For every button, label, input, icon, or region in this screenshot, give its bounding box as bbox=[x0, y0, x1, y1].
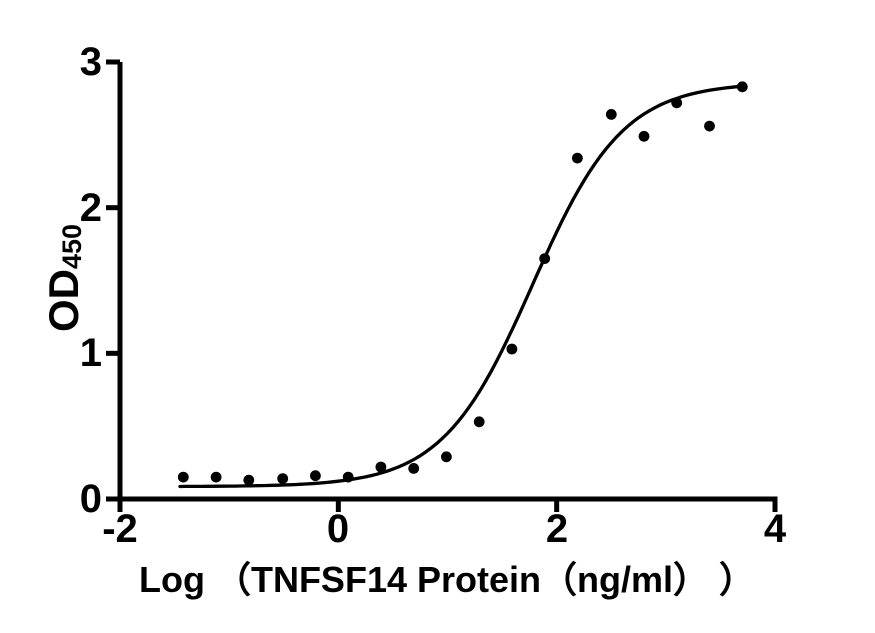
y-tick-label-0: 0 bbox=[79, 477, 102, 521]
y-tick-label-2: 2 bbox=[79, 186, 102, 230]
data-point bbox=[441, 451, 452, 463]
data-point bbox=[342, 471, 354, 483]
data-point bbox=[277, 473, 289, 484]
data-point bbox=[704, 120, 715, 132]
data-point bbox=[473, 416, 485, 428]
data-point bbox=[539, 253, 551, 264]
x-axis-title: Log （TNFSF14 Protein（ng/ml） ） bbox=[138, 559, 755, 600]
y-axis-title-text: OD bbox=[39, 269, 87, 333]
x-tick-label-neg2: -2 bbox=[102, 507, 138, 551]
y-axis-title-subscript: 450 bbox=[57, 223, 88, 270]
x-tick-label-4: 4 bbox=[763, 507, 787, 551]
fit-curve bbox=[178, 84, 744, 489]
data-point bbox=[605, 109, 617, 120]
x-tick-label-0: 0 bbox=[326, 507, 350, 551]
y-tick-label-3: 3 bbox=[79, 40, 102, 84]
data-point bbox=[638, 130, 650, 142]
data-point bbox=[243, 474, 255, 486]
data-point bbox=[310, 470, 321, 482]
x-tick-label-2: 2 bbox=[545, 507, 569, 551]
y-tick-label-1: 1 bbox=[79, 331, 102, 375]
data-point bbox=[375, 461, 387, 473]
data-point bbox=[671, 97, 683, 109]
data-point bbox=[210, 471, 222, 483]
data-point bbox=[572, 152, 583, 164]
data-point bbox=[408, 463, 420, 474]
y-axis-title: OD450 bbox=[39, 223, 93, 333]
data-point bbox=[506, 343, 518, 355]
data-point bbox=[177, 471, 189, 483]
data-point bbox=[736, 81, 748, 93]
